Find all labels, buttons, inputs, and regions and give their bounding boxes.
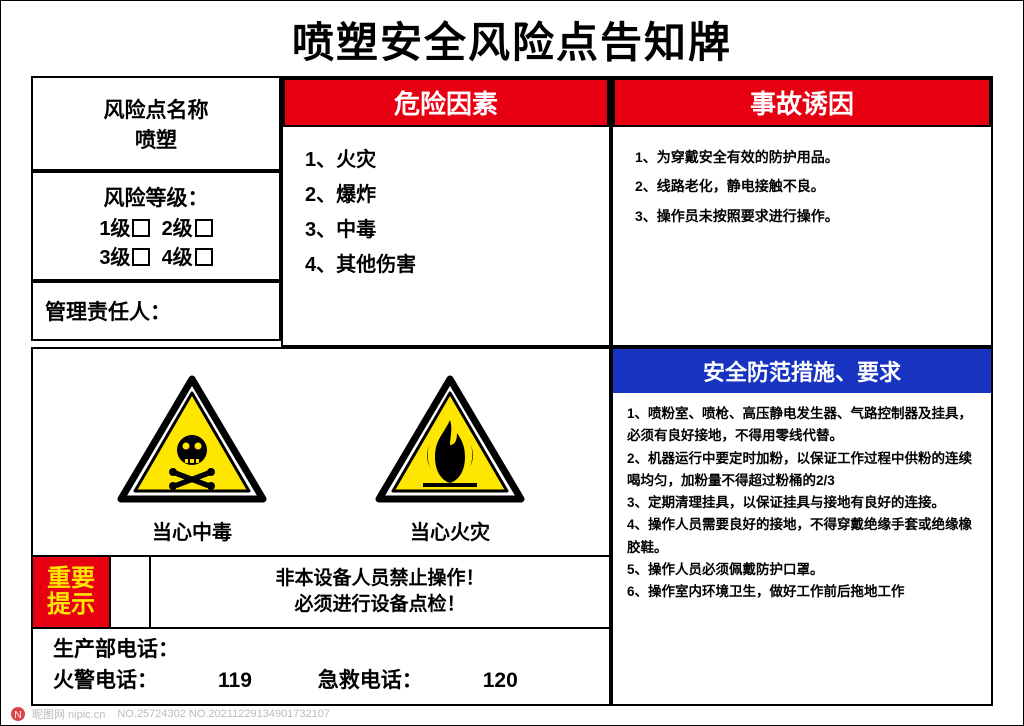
level-1: 1级: [99, 218, 130, 240]
cause-item: 2、线路老化，静电接触不良。: [635, 172, 969, 201]
cause-item: 1、为穿戴安全有效的防护用品。: [635, 143, 969, 172]
measure-item: 6、操作室内环境卫生，做好工作前后拖地工作: [627, 581, 977, 603]
manager-cell: 管理责任人：: [31, 281, 281, 341]
measures-column: 安全防范措施、要求 1、喷粉室、喷枪、高压静电发生器、气路控制器及挂具，必须有良…: [611, 347, 993, 706]
svg-text:N: N: [14, 710, 21, 721]
important-badge: 重要提示: [33, 557, 111, 627]
manager-label: 管理责任人：: [45, 296, 267, 326]
aid-phone-label: 急救电话：: [318, 669, 423, 692]
important-text: 非本设备人员禁止操作！ 必须进行设备点检！: [151, 557, 609, 627]
left-column: 风险点名称 喷塑 风险等级： 1级 2级 3级 4级 管理责任人：: [31, 76, 281, 347]
fire-phone-label: 火警电话：: [53, 669, 158, 692]
watermark: N 昵图网 nipic.cn NO.25724302 NO.2021122913…: [10, 706, 330, 722]
fire-triangle-icon: [375, 375, 525, 505]
measure-item: 5、操作人员必须佩戴防护口罩。: [627, 559, 977, 581]
warning-sign-poison: 当心中毒: [117, 375, 267, 545]
measure-item: 4、操作人员需要良好的接地，不得穿戴绝缘手套或绝缘橡胶鞋。: [627, 514, 977, 559]
measure-item: 2、机器运行中要定时加粉，以保证工作过程中供粉的连续喝均匀，加粉量不得超过粉桶的…: [627, 448, 977, 493]
level-4: 4级: [162, 247, 193, 269]
measure-item: 3、定期清理挂具，以保证挂具与接地有良好的连接。: [627, 492, 977, 514]
hazard-item: 1、火灾: [305, 143, 587, 178]
gap-cell: [111, 557, 151, 627]
causes-column: 事故诱因 1、为穿戴安全有效的防护用品。 2、线路老化，静电接触不良。 3、操作…: [611, 76, 993, 347]
hazard-item: 2、爆炸: [305, 178, 587, 213]
logo-icon: N: [10, 706, 26, 722]
risk-name-value: 喷塑: [135, 124, 177, 154]
watermark-id: NO.25724302 NO.20211229134901732107: [117, 708, 330, 720]
risk-level-cell: 风险等级： 1级 2级 3级 4级: [31, 171, 281, 281]
page-title: 喷塑安全风险点告知牌: [31, 9, 993, 70]
checkbox-3[interactable]: [132, 248, 150, 266]
hazard-item: 4、其他伤害: [305, 248, 587, 283]
prod-phone-label: 生产部电话：: [53, 635, 589, 665]
causes-header: 事故诱因: [613, 78, 991, 127]
hazards-header: 危险因素: [283, 78, 609, 127]
checkbox-1[interactable]: [132, 219, 150, 237]
watermark-site: 昵图网 nipic.cn: [32, 706, 105, 722]
hazards-column: 危险因素 1、火灾 2、爆炸 3、中毒 4、其他伤害: [281, 76, 611, 347]
causes-body: 1、为穿戴安全有效的防护用品。 2、线路老化，静电接触不良。 3、操作员未按照要…: [613, 127, 991, 345]
risk-name-cell: 风险点名称 喷塑: [31, 76, 281, 171]
warning-sign-fire: 当心火灾: [375, 375, 525, 545]
risk-level-label: 风险等级：: [104, 182, 209, 212]
phones-block: 生产部电话： 火警电话： 119 急救电话： 120: [33, 627, 609, 704]
level-3: 3级: [99, 247, 130, 269]
measure-item: 1、喷粉室、喷枪、高压静电发生器、气路控制器及挂具，必须有良好接地，不得用零线代…: [627, 403, 977, 448]
warning-label-poison: 当心中毒: [117, 516, 267, 545]
checkbox-4[interactable]: [195, 248, 213, 266]
measures-header: 安全防范措施、要求: [613, 349, 991, 393]
warning-signs-zone: 当心中毒 当心火灾: [33, 349, 609, 555]
lower-left-block: 当心中毒 当心火灾: [31, 347, 611, 706]
fire-phone-number: 119: [218, 669, 252, 692]
hazards-body: 1、火灾 2、爆炸 3、中毒 4、其他伤害: [283, 127, 609, 345]
important-line: 非本设备人员禁止操作！: [275, 566, 484, 593]
aid-phone-number: 120: [483, 669, 518, 692]
warning-label-fire: 当心火灾: [375, 516, 525, 545]
cause-item: 3、操作员未按照要求进行操作。: [635, 202, 969, 231]
important-line: 必须进行设备点检！: [294, 592, 465, 619]
hazard-item: 3、中毒: [305, 213, 587, 248]
measures-body: 1、喷粉室、喷枪、高压静电发生器、气路控制器及挂具，必须有良好接地，不得用零线代…: [613, 393, 991, 704]
level-2: 2级: [162, 218, 193, 240]
checkbox-2[interactable]: [195, 219, 213, 237]
important-row: 重要提示 非本设备人员禁止操作！ 必须进行设备点检！: [33, 555, 609, 627]
risk-name-label: 风险点名称: [104, 94, 209, 124]
poison-triangle-icon: [117, 375, 267, 505]
